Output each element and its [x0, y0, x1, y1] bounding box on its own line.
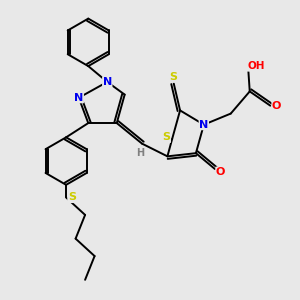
Text: N: N [103, 77, 112, 87]
Text: S: S [68, 193, 76, 202]
Text: H: H [136, 148, 145, 158]
Text: O: O [272, 101, 281, 111]
Text: N: N [199, 120, 208, 130]
Text: S: S [170, 72, 178, 82]
Text: OH: OH [247, 61, 265, 71]
Text: N: N [74, 93, 83, 103]
Text: S: S [163, 132, 170, 142]
Text: O: O [216, 167, 225, 177]
